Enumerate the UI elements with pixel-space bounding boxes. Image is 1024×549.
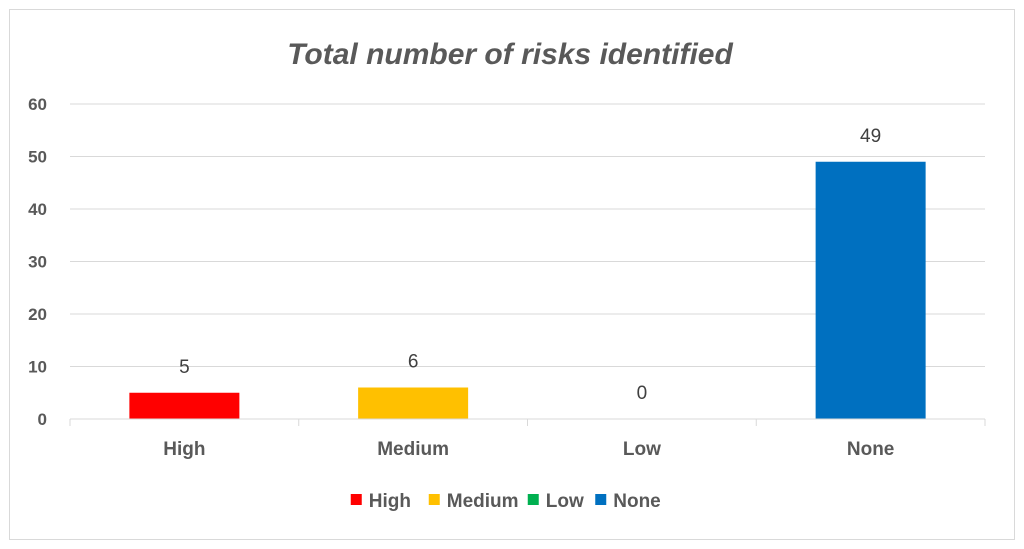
legend: High Medium Low None [350, 491, 661, 512]
data-label-high: 5 [179, 357, 190, 378]
x-tick-label-none: None [847, 439, 895, 460]
y-tick-label: 50 [28, 148, 47, 167]
legend-swatch-medium [428, 494, 440, 505]
legend-label-high: High [369, 491, 411, 512]
legend-label-low: Low [546, 491, 584, 512]
bars: 5 6 0 49 [129, 126, 926, 419]
legend-label-none: None [613, 491, 661, 512]
legend-swatch-low [527, 494, 539, 505]
y-tick-label: 30 [28, 253, 47, 272]
bar-medium [358, 387, 469, 419]
y-tick-label: 60 [28, 95, 47, 114]
y-tick-label: 20 [28, 305, 47, 324]
y-tick-label: 0 [38, 410, 47, 429]
chart-title: Total number of risks identified [287, 38, 733, 71]
legend-label-medium: Medium [447, 491, 519, 512]
y-tick-label: 10 [28, 358, 47, 377]
y-tick-label: 40 [28, 200, 47, 219]
legend-swatch-none [595, 494, 607, 505]
data-label-none: 49 [860, 126, 881, 147]
bar-none [815, 161, 926, 419]
x-axis: High Medium Low None [69, 418, 986, 460]
data-label-low: 0 [637, 383, 648, 404]
legend-swatch-high [350, 494, 362, 505]
bar-high [129, 392, 240, 419]
data-label-medium: 6 [408, 352, 419, 373]
y-axis-ticks: 0 10 20 30 40 50 60 [28, 95, 47, 429]
x-tick-label-high: High [163, 439, 205, 460]
x-tick-label-low: Low [623, 439, 661, 460]
x-tick-label-medium: Medium [377, 439, 449, 460]
